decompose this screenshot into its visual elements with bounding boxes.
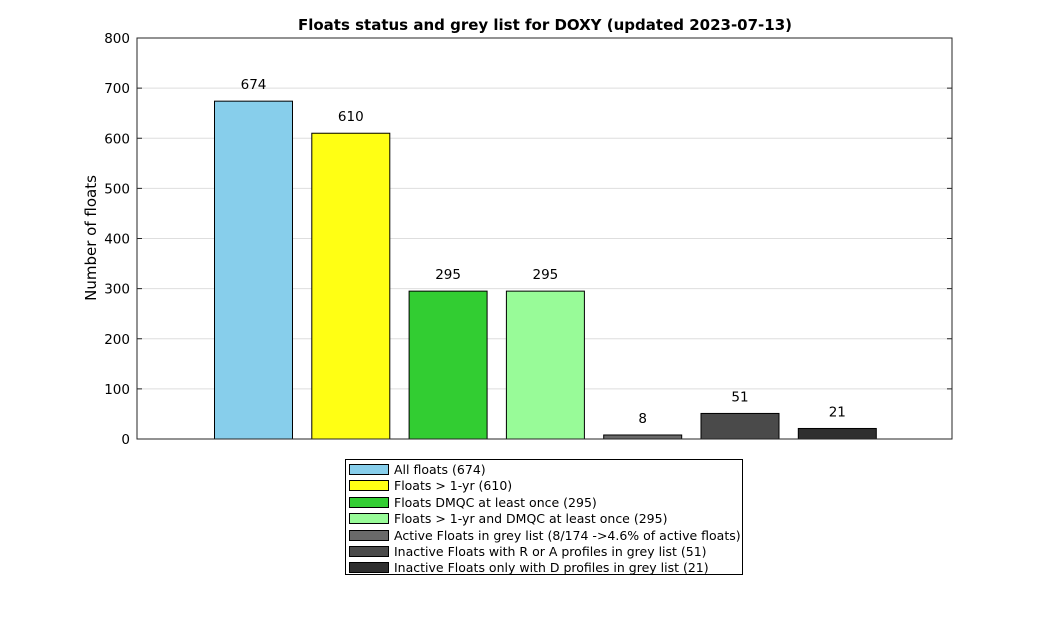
legend-item: All floats (674) [346,462,742,478]
legend-label: All floats (674) [394,462,486,477]
bar [700,412,780,440]
bar [214,100,293,440]
legend-swatch [349,545,389,557]
bar-value-label: 610 [338,109,364,125]
legend-label: Active Floats in grey list (8/174 ->4.6%… [394,527,741,543]
bar-value-label: 295 [435,267,461,283]
legend-item: Active Floats in grey list (8/174 ->4.6%… [346,528,742,544]
y-axis-label: Number of floats [82,175,100,301]
bar [797,427,877,440]
legend-item: Inactive Floats with R or A profiles in … [346,544,742,560]
y-tick-label: 600 [104,131,130,147]
y-tick-label: 300 [104,282,130,298]
y-tick-label: 0 [121,432,130,448]
chart-title: Floats status and grey list for DOXY (up… [298,16,792,34]
legend-item: Floats > 1-yr (610) [346,478,742,494]
bar-value-label: 21 [829,404,846,420]
bar-value-label: 8 [638,411,647,427]
legend-swatch [349,464,389,475]
y-tick-label: 400 [104,232,130,248]
legend-swatch [349,529,389,541]
y-tick-label: 800 [104,31,130,47]
legend-label: Floats > 1-yr and DMQC at least once (29… [394,511,668,527]
legend-swatch [349,496,389,508]
bar-value-label: 51 [731,389,748,405]
legend-swatch [349,480,389,492]
bar [505,290,585,440]
y-tick-label: 700 [104,81,130,97]
y-tick-label: 500 [104,181,130,197]
legend-item: Inactive Floats only with D profiles in … [346,560,742,576]
bar-value-label: 674 [241,77,267,93]
legend: All floats (674) Floats > 1-yr (610) Float… [345,459,743,575]
legend-swatch [349,562,389,574]
legend-swatch [349,513,389,525]
legend-label: Floats > 1-yr (610) [394,478,513,494]
legend-label: Inactive Floats with R or A profiles in … [394,543,707,559]
bar-value-labels: 674 610 295 295 8 51 21 [241,77,846,427]
y-tick-label: 200 [104,332,130,348]
legend-label: Floats DMQC at least once (295) [394,494,597,510]
bar [311,132,391,440]
bar-value-label: 295 [533,267,559,283]
legend-item: Floats > 1-yr and DMQC at least once (29… [346,511,742,527]
bar [408,290,488,440]
legend-item: Floats DMQC at least once (295) [346,495,742,511]
legend-label: Inactive Floats only with D profiles in … [394,560,709,576]
bar [603,434,683,440]
plot-area-frame [136,37,953,440]
bars [214,100,877,440]
y-axis: 0 100 200 300 400 500 600 700 800 [104,31,952,448]
y-tick-label: 100 [104,382,130,398]
